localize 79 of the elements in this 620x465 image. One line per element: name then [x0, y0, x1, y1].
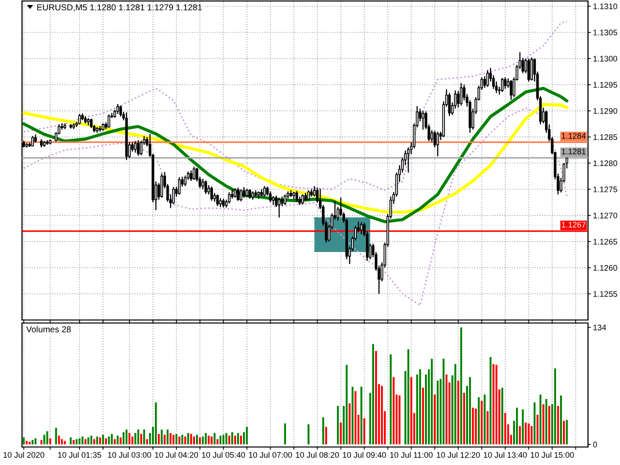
ref-line-label: 1.1281 [562, 148, 586, 154]
x-tick-label: 10 Jul 01:35 [58, 452, 102, 458]
candlestick [230, 188, 234, 200]
candlestick [360, 222, 363, 235]
candlestick [90, 118, 93, 129]
y-tick-label: 1.1290 [593, 108, 618, 114]
x-tick-label: 10 Jul 2020 [4, 452, 44, 458]
candlestick [307, 190, 310, 201]
candlestick [527, 58, 530, 82]
candlestick [78, 113, 81, 125]
candlestick [172, 186, 175, 204]
candlestick [178, 176, 181, 196]
y-tick-label: 134 [593, 324, 606, 330]
candlestick [184, 175, 187, 187]
candlestick [160, 173, 164, 198]
x-tick-label: 10 Jul 08:20 [296, 452, 339, 458]
y-tick-label: 1.1310 [593, 4, 618, 10]
candlestick [483, 76, 486, 88]
candlestick [269, 190, 272, 203]
x-tick-label: 10 Jul 12:20 [436, 452, 480, 458]
y-tick-label: 0 [593, 442, 598, 448]
x-tick-label: 10 Jul 05:40 [202, 452, 246, 458]
candlestick [422, 110, 424, 130]
chart-title: Volumes 28 [26, 326, 71, 332]
candlestick [136, 140, 140, 156]
x-tick-label: 10 Jul 15:00 [530, 452, 574, 458]
candlestick [436, 131, 439, 157]
candlestick [204, 180, 208, 195]
y-tick-label: 1.1305 [593, 30, 618, 36]
x-tick-label: 10 Jul 04:20 [155, 452, 198, 458]
candlestick [460, 82, 462, 106]
x-tick-label: 10 Jul 11:00 [390, 452, 433, 458]
y-tick-label: 1.1285 [593, 134, 618, 140]
candlestick [131, 142, 134, 152]
candlestick [236, 187, 240, 202]
x-tick-label: 10 Jul 13:40 [484, 452, 527, 458]
candlestick [242, 186, 246, 198]
candlestick [108, 114, 110, 128]
candlestick [190, 170, 192, 182]
candlestick [313, 186, 316, 198]
candlestick [234, 188, 236, 198]
candlestick [284, 194, 286, 206]
candlestick [263, 186, 266, 198]
ref-line-label: 1.1267 [562, 222, 586, 228]
candlestick [486, 69, 489, 88]
candlestick [530, 56, 533, 82]
candlestick [216, 194, 219, 207]
chart-title: EURUSD,M5 1.1280 1.1281 1.1279 1.1281 [37, 4, 202, 12]
candlestick [202, 178, 204, 190]
candlestick [192, 166, 196, 180]
candlestick [140, 140, 142, 156]
y-tick-label: 1.1255 [593, 291, 618, 297]
x-tick-label: 10 Jul 03:00 [108, 452, 152, 458]
candlestick [31, 135, 34, 147]
candlestick [510, 79, 512, 100]
candlestick [248, 188, 252, 200]
candlestick [295, 190, 298, 202]
y-tick-label: 1.1295 [593, 82, 618, 88]
candlestick [116, 103, 120, 115]
candlestick [301, 194, 304, 205]
y-tick-label: 1.1280 [593, 160, 618, 166]
candlestick [504, 76, 507, 90]
candlestick [280, 196, 284, 207]
candlestick [240, 188, 242, 202]
candlestick [119, 105, 122, 118]
y-tick-label: 1.1275 [593, 186, 618, 192]
candlestick [134, 140, 137, 154]
candlestick [448, 92, 451, 117]
y-tick-label: 1.1260 [593, 265, 618, 271]
y-tick-label: 1.1265 [593, 238, 618, 245]
x-tick-label: 10 Jul 07:00 [249, 452, 292, 458]
y-tick-label: 1.1300 [593, 56, 618, 62]
ref-line-label: 1.1284 [562, 132, 586, 139]
candlestick [228, 192, 231, 204]
candlestick [210, 186, 213, 202]
candlestick [500, 77, 504, 93]
y-tick-label: 1.1270 [593, 212, 618, 218]
x-tick-label: 10 Jul 09:40 [342, 452, 386, 458]
candlestick [278, 197, 280, 218]
